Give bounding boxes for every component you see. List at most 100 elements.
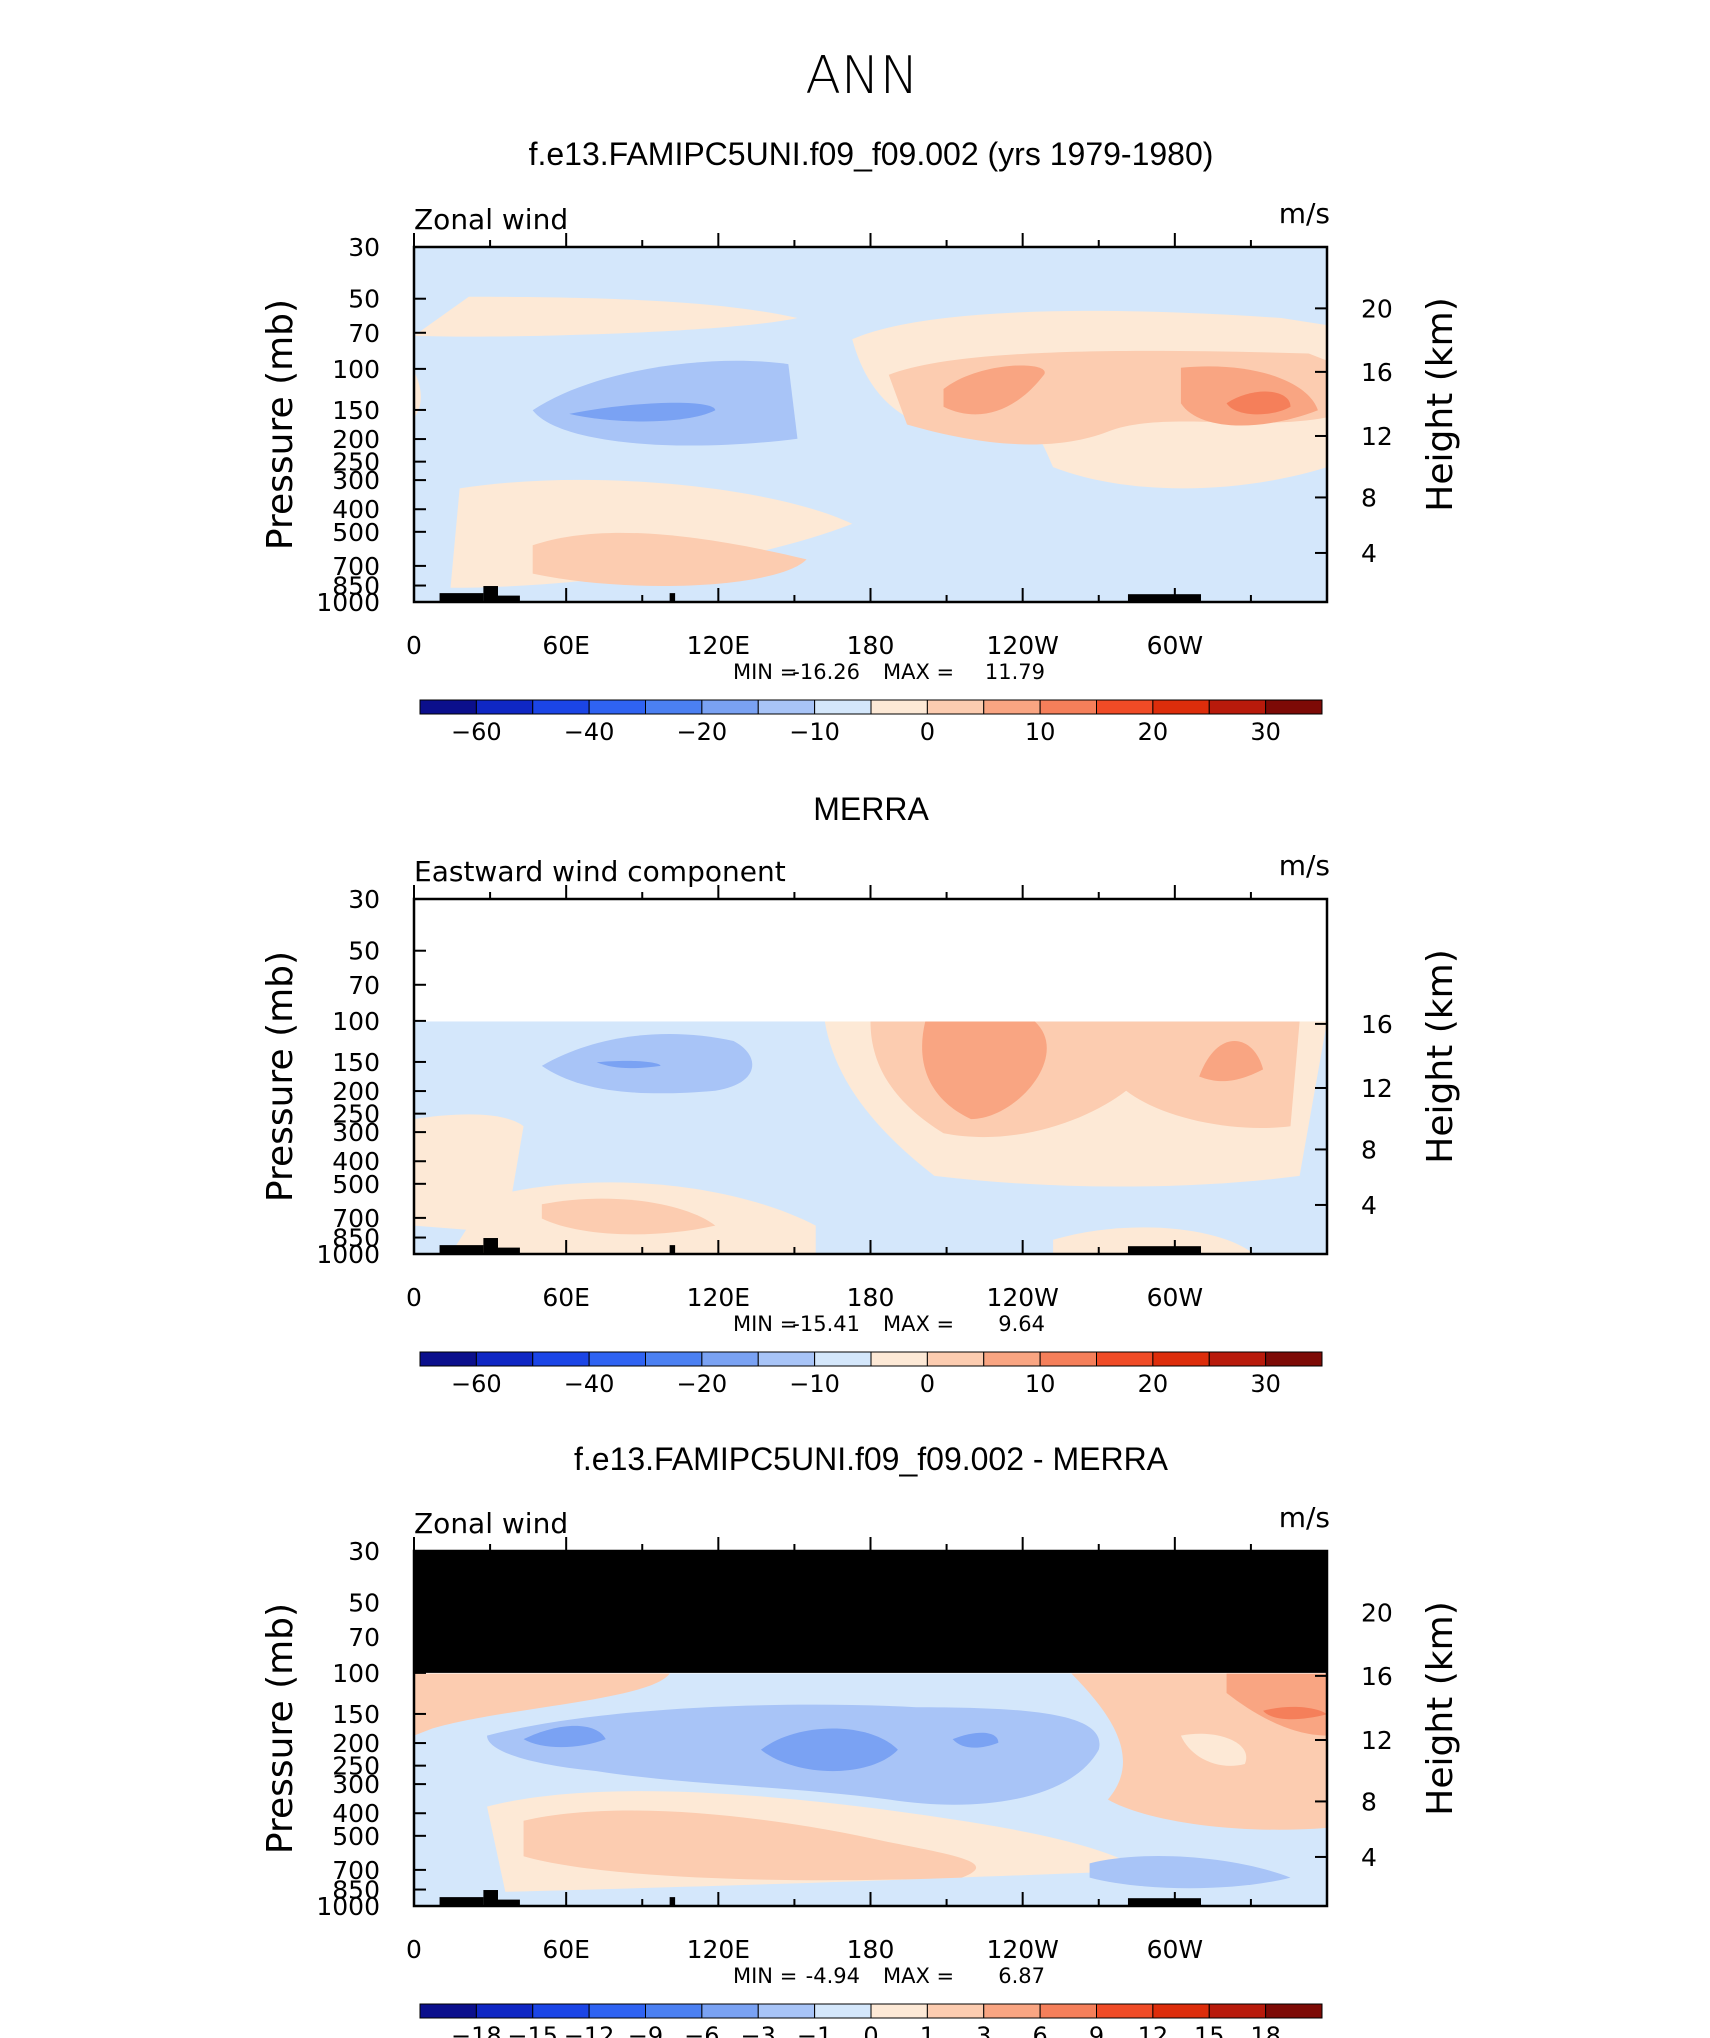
colorbar-swatch	[814, 1351, 872, 1367]
x-tick-label: 120E	[687, 1283, 751, 1312]
right-y-tick-label: 20	[1361, 1598, 1393, 1627]
x-tick-label: 0	[406, 1283, 422, 1312]
min-value: -4.94	[806, 1964, 860, 1988]
colorbar-swatch	[870, 699, 928, 715]
colorbar-swatch	[1152, 699, 1210, 715]
right-y-tick-label: 4	[1361, 539, 1377, 568]
y-tick-label: 500	[332, 1822, 380, 1851]
topography-mask	[483, 586, 498, 602]
colorbar-tick-label: −10	[789, 1370, 840, 1398]
contour-band	[1089, 1856, 1291, 1889]
y-tick-label: 850	[332, 572, 380, 601]
units-label: m/s	[1279, 1501, 1330, 1534]
topography-mask	[669, 1897, 676, 1906]
colorbar-tick-label: 0	[920, 718, 935, 746]
colorbar-swatch	[870, 2003, 928, 2019]
colorbar-swatch	[1208, 1351, 1267, 1367]
topography-mask	[497, 1247, 520, 1254]
colorbar-tick-label: 12	[1138, 2022, 1169, 2038]
colorbar-tick-label: 1	[920, 2022, 935, 2038]
figure-title: ANN	[805, 46, 918, 106]
colorbar-swatch	[926, 1351, 985, 1367]
contour-band	[922, 1021, 1047, 1120]
topography-mask	[483, 1890, 498, 1906]
colorbar-swatch	[983, 1351, 1041, 1367]
colorbar-tick-label: −20	[677, 1370, 728, 1398]
colorbar-tick-label: 6	[1032, 2022, 1047, 2038]
topography-mask	[439, 1245, 484, 1254]
colorbar-swatch	[983, 2003, 1041, 2019]
contour-band	[596, 1060, 661, 1069]
field-name-label: Eastward wind component	[414, 855, 786, 888]
y-tick-label: 100	[332, 1659, 380, 1688]
x-tick-label: 0	[406, 1935, 422, 1964]
contour-band	[523, 1725, 606, 1748]
max-value: 11.79	[985, 660, 1045, 684]
right-y-tick-label: 12	[1361, 422, 1393, 451]
colorbar-tick-label: 30	[1250, 1370, 1281, 1398]
colorbar-swatch	[475, 699, 534, 715]
x-tick-label: 60W	[1147, 1935, 1204, 1964]
panel-model: f.e13.FAMIPC5UNI.f09_f09.002 (yrs 1979-1…	[260, 136, 1461, 746]
topography-mask	[439, 593, 484, 602]
y-tick-label: 200	[332, 1077, 380, 1106]
colorbar-tick-label: 9	[1089, 2022, 1104, 2038]
contour-band	[760, 1728, 898, 1772]
y-tick-label: 700	[332, 552, 380, 581]
topography-mask	[1127, 594, 1202, 602]
colorbar-tick-label: −12	[564, 2022, 615, 2038]
colorbar-swatch	[588, 699, 646, 715]
colorbar-swatch	[419, 699, 477, 715]
topography-mask	[497, 595, 520, 602]
right-y-tick-label: 16	[1361, 1010, 1393, 1039]
max-label: MAX =	[883, 660, 954, 684]
topography-mask	[1127, 1898, 1202, 1906]
y-axis-title: Pressure (mb)	[260, 1603, 301, 1854]
colorbar-swatch	[1208, 699, 1267, 715]
y-tick-label: 30	[348, 1537, 380, 1566]
y-tick-label: 50	[348, 937, 380, 966]
y-tick-label: 850	[332, 1876, 380, 1905]
colorbar-tick-label: −3	[741, 2022, 776, 2038]
colorbar-swatch	[1096, 1351, 1154, 1367]
y-tick-label: 400	[332, 1799, 380, 1828]
y-tick-label: 500	[332, 1170, 380, 1199]
x-tick-label: 60W	[1147, 1283, 1204, 1312]
colorbar-swatch	[701, 2003, 759, 2019]
panel-title: MERRA	[813, 791, 929, 827]
y-tick-label: 70	[348, 319, 380, 348]
y-tick-label: 250	[332, 448, 380, 477]
y-tick-label: 150	[332, 396, 380, 425]
y-tick-label: 400	[332, 1147, 380, 1176]
x-tick-label: 60E	[542, 1283, 590, 1312]
min-label: MIN =	[733, 1964, 797, 1988]
topography-mask	[439, 1897, 484, 1906]
colorbar-swatch	[757, 1351, 816, 1367]
colorbar: −60 −40 −20 −10 0 10 20 30	[419, 1351, 1323, 1398]
field-name-label: Zonal wind	[414, 1507, 568, 1540]
max-value: 6.87	[998, 1964, 1045, 1988]
topography-mask	[669, 593, 676, 602]
colorbar-swatch	[870, 1351, 928, 1367]
colorbar-swatch	[532, 699, 590, 715]
right-y-tick-label: 12	[1361, 1074, 1393, 1103]
colorbar-tick-label: −60	[451, 718, 502, 746]
colorbar-swatch	[419, 1351, 477, 1367]
colorbar-swatch	[814, 2003, 872, 2019]
right-y-tick-label: 8	[1361, 483, 1377, 512]
colorbar-swatch	[814, 699, 872, 715]
y-tick-label: 70	[348, 1623, 380, 1652]
colorbar: −60 −40 −20 −10 0 10 20 30	[419, 699, 1323, 746]
colorbar-swatch	[926, 2003, 985, 2019]
right-y-tick-label: 12	[1361, 1726, 1393, 1755]
min-value: -16.26	[792, 660, 860, 684]
y-tick-label: 250	[332, 1752, 380, 1781]
contour-field	[414, 899, 1327, 1254]
field-name-label: Zonal wind	[414, 203, 568, 236]
contour-field	[414, 1551, 1327, 1906]
y-tick-label: 400	[332, 495, 380, 524]
y-tick-label: 700	[332, 1204, 380, 1233]
x-tick-label: 180	[847, 1283, 895, 1312]
colorbar-swatch	[588, 1351, 646, 1367]
